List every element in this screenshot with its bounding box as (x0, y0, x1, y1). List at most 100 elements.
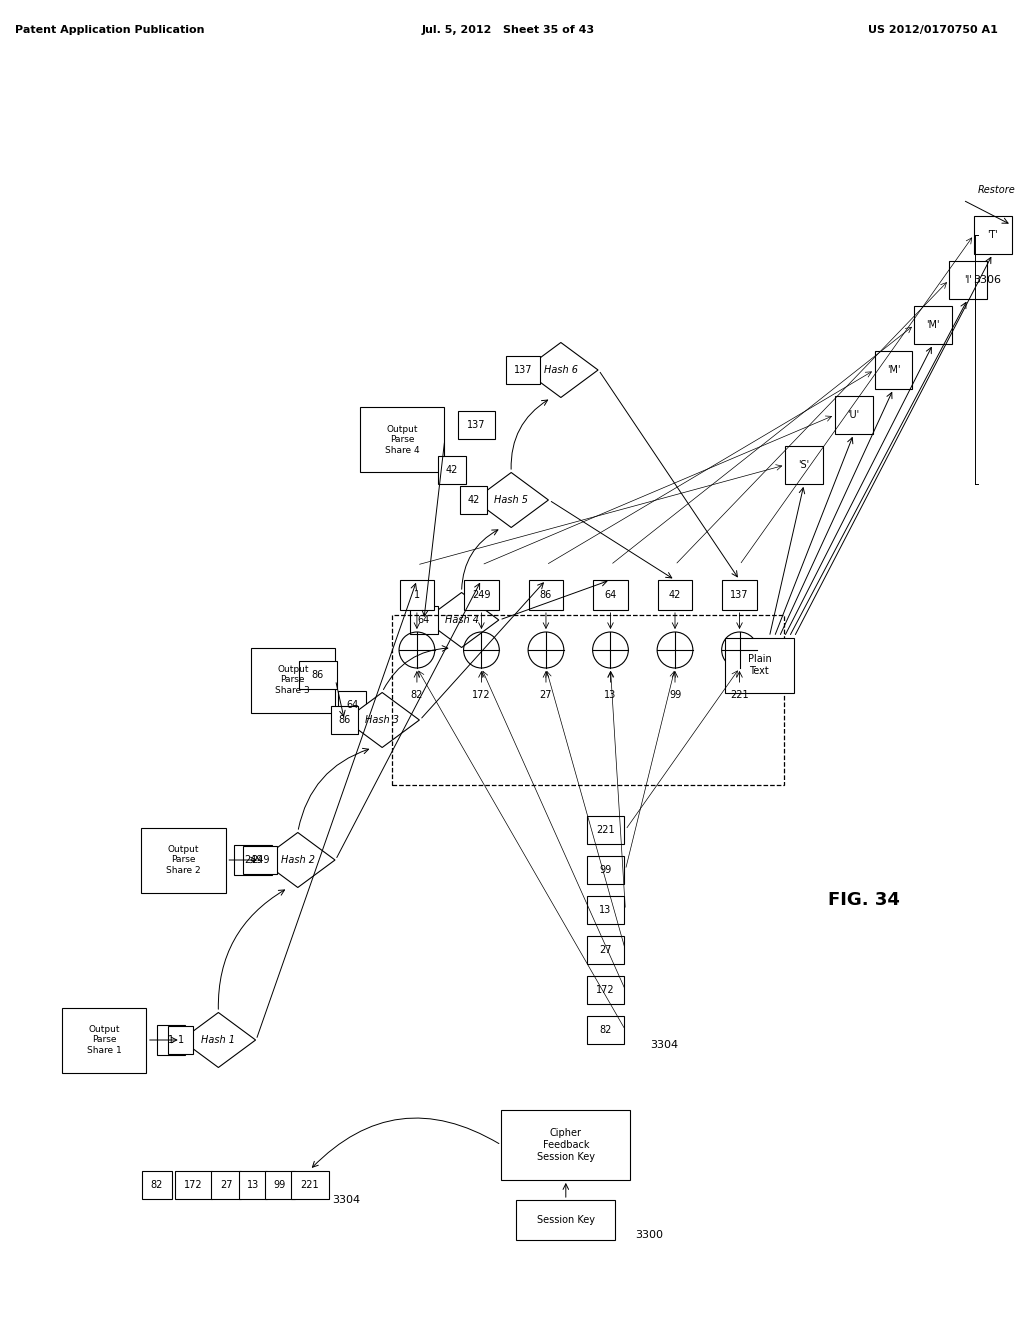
FancyBboxPatch shape (506, 356, 541, 384)
Text: Hash 1: Hash 1 (202, 1035, 236, 1045)
Text: 137: 137 (514, 366, 532, 375)
Text: 13: 13 (247, 1180, 259, 1191)
FancyBboxPatch shape (587, 975, 625, 1005)
Text: 64: 64 (604, 590, 616, 601)
FancyBboxPatch shape (587, 816, 625, 843)
FancyBboxPatch shape (874, 351, 912, 389)
Text: 'M': 'M' (927, 319, 940, 330)
Text: Session Key: Session Key (537, 1214, 595, 1225)
Text: Jul. 5, 2012   Sheet 35 of 43: Jul. 5, 2012 Sheet 35 of 43 (422, 25, 595, 36)
FancyBboxPatch shape (528, 579, 563, 610)
Text: 42: 42 (669, 590, 681, 601)
Text: 86: 86 (540, 590, 552, 601)
FancyBboxPatch shape (974, 216, 1012, 253)
FancyBboxPatch shape (141, 828, 226, 892)
Text: 'I': 'I' (964, 275, 972, 285)
Text: 27: 27 (599, 945, 611, 954)
Text: FIG. 34: FIG. 34 (827, 891, 899, 909)
FancyBboxPatch shape (142, 1171, 172, 1199)
Text: 13: 13 (599, 906, 611, 915)
Text: 3304: 3304 (333, 1195, 360, 1205)
FancyBboxPatch shape (291, 1171, 329, 1199)
FancyBboxPatch shape (914, 306, 952, 345)
FancyBboxPatch shape (587, 855, 625, 884)
FancyBboxPatch shape (359, 408, 444, 473)
Polygon shape (424, 593, 499, 648)
Text: Output
Parse
Share 4: Output Parse Share 4 (385, 425, 420, 455)
Polygon shape (523, 342, 598, 397)
FancyBboxPatch shape (240, 1171, 267, 1199)
Text: Hash 3: Hash 3 (366, 715, 399, 725)
FancyBboxPatch shape (657, 579, 692, 610)
Text: 3306: 3306 (973, 275, 1000, 285)
FancyBboxPatch shape (339, 690, 367, 719)
Text: Plain
Text: Plain Text (748, 655, 771, 676)
FancyBboxPatch shape (722, 579, 757, 610)
Text: 1: 1 (177, 1035, 183, 1045)
Polygon shape (260, 833, 335, 887)
Text: 42: 42 (445, 465, 458, 475)
Text: 249: 249 (472, 590, 490, 601)
Text: 172: 172 (472, 690, 490, 700)
FancyBboxPatch shape (175, 1171, 212, 1199)
FancyBboxPatch shape (835, 396, 872, 434)
FancyBboxPatch shape (593, 579, 628, 610)
Text: 'M': 'M' (887, 366, 900, 375)
Bar (392, 615, 784, 785)
FancyBboxPatch shape (157, 1026, 184, 1055)
Text: 172: 172 (596, 985, 614, 995)
FancyBboxPatch shape (949, 261, 987, 300)
FancyBboxPatch shape (331, 706, 358, 734)
Text: 64: 64 (346, 700, 358, 710)
Text: 82: 82 (151, 1180, 163, 1191)
Text: Output
Parse
Share 3: Output Parse Share 3 (275, 665, 310, 694)
Text: 172: 172 (184, 1180, 203, 1191)
FancyBboxPatch shape (299, 661, 337, 689)
Polygon shape (474, 473, 549, 528)
Text: 27: 27 (220, 1180, 232, 1191)
FancyBboxPatch shape (234, 845, 272, 875)
Text: 99: 99 (273, 1180, 286, 1191)
Text: Hash 6: Hash 6 (544, 366, 578, 375)
Text: 249: 249 (251, 855, 269, 865)
Text: Patent Application Publication: Patent Application Publication (15, 25, 205, 36)
Text: Output
Parse
Share 1: Output Parse Share 1 (87, 1026, 122, 1055)
Text: Cipher
Feedback
Session Key: Cipher Feedback Session Key (537, 1129, 595, 1162)
FancyBboxPatch shape (502, 1110, 631, 1180)
FancyBboxPatch shape (464, 579, 499, 610)
FancyBboxPatch shape (785, 446, 823, 484)
Text: Output
Parse
Share 2: Output Parse Share 2 (166, 845, 201, 875)
Text: 221: 221 (596, 825, 614, 836)
Text: 99: 99 (599, 865, 611, 875)
Text: Restore: Restore (978, 185, 1016, 195)
Text: 13: 13 (604, 690, 616, 700)
Text: 'T': 'T' (987, 230, 998, 240)
FancyBboxPatch shape (587, 1016, 625, 1044)
FancyBboxPatch shape (243, 846, 278, 874)
FancyBboxPatch shape (211, 1171, 242, 1199)
Text: 3300: 3300 (635, 1230, 664, 1239)
Text: Hash 2: Hash 2 (281, 855, 314, 865)
FancyBboxPatch shape (399, 579, 434, 610)
Text: 1: 1 (168, 1035, 174, 1045)
FancyBboxPatch shape (168, 1026, 194, 1053)
Polygon shape (345, 693, 420, 747)
Text: 221: 221 (730, 690, 749, 700)
FancyBboxPatch shape (725, 638, 795, 693)
FancyBboxPatch shape (410, 606, 437, 634)
Text: 'S': 'S' (799, 459, 810, 470)
FancyBboxPatch shape (458, 411, 496, 440)
FancyBboxPatch shape (251, 648, 335, 713)
FancyBboxPatch shape (587, 936, 625, 964)
Text: 1: 1 (414, 590, 420, 601)
Text: 82: 82 (599, 1026, 611, 1035)
Text: 82: 82 (411, 690, 423, 700)
Text: 99: 99 (669, 690, 681, 700)
Text: 27: 27 (540, 690, 552, 700)
Text: 86: 86 (338, 715, 350, 725)
Text: 42: 42 (467, 495, 479, 506)
Text: 86: 86 (311, 671, 324, 680)
Text: US 2012/0170750 A1: US 2012/0170750 A1 (867, 25, 997, 36)
FancyBboxPatch shape (437, 455, 466, 484)
Text: 137: 137 (730, 590, 749, 601)
